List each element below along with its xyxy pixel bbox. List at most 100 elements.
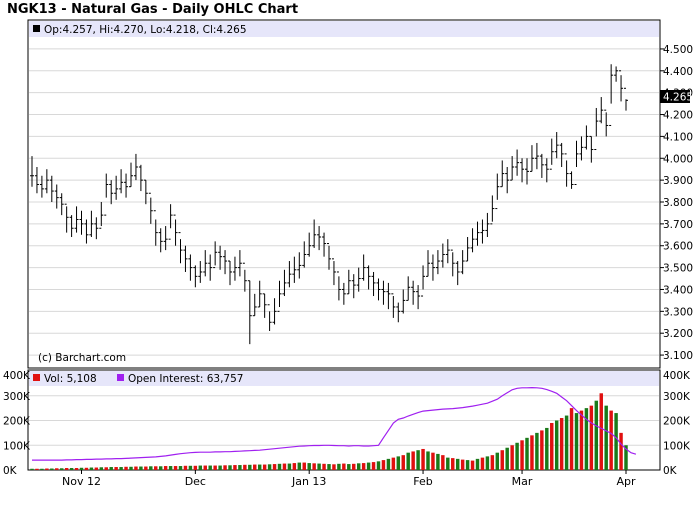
vol-legend-swatch [33,374,40,381]
ohlc-bar [297,252,302,279]
ohlc-bar [470,228,475,253]
ohlc-bar [589,135,594,163]
volume-bar [233,465,237,470]
ohlc-bar [223,250,228,275]
ohlc-bar [391,293,396,318]
volume-bar [277,463,282,470]
ohlc-bar [614,66,619,82]
volume-bar [322,463,326,470]
ohlc-bar [114,175,119,200]
volume-bar [94,467,99,470]
ohlc-bar [619,70,624,102]
volume-bar [144,466,148,470]
ohlc-bar [341,282,346,305]
ohlc-bar [396,302,401,323]
volume-bar [406,452,410,470]
ohlc-bar [74,206,79,233]
ohlc-bar [426,250,430,277]
ohlc-bar [520,158,525,183]
ohlc-bar [59,193,64,216]
volume-bar [317,463,321,470]
ohlc-bar [99,202,104,229]
ohlc-bar [475,221,480,246]
ohlc-bar [406,276,411,301]
ohlc-bar [158,228,163,253]
ohlc-bar [416,285,421,310]
ohlc-bar [445,239,450,264]
price-legend-swatch [33,25,40,32]
ohlc-bar [129,162,133,188]
volume-bar [243,464,247,470]
ohlc-bar [198,261,203,283]
volume-bar [401,455,405,470]
ohlc-bar [124,173,129,198]
ohlc-bar [64,203,69,233]
last-price-box [660,90,690,103]
ohlc-bar [490,195,495,225]
ohlc-bar [69,215,74,237]
volume-bar [386,458,391,470]
volume-bar [594,400,599,470]
volume-bar [109,467,113,470]
volume-bar [104,467,108,470]
ohlc-bar [569,171,574,189]
volume-bar [213,465,217,470]
volume-bar [198,465,203,470]
volume-bar [371,462,376,470]
ohlc-bar [94,217,99,240]
volume-bar [436,453,440,470]
ohlc-bar [153,210,158,246]
ohlc-bar [381,280,386,305]
ohlc-bar [312,219,317,248]
volume-bar [149,466,153,470]
volume-bar [253,464,257,470]
volume-bar [579,410,584,470]
volume-bar [421,448,425,470]
volume-bar [158,466,163,470]
ohlc-bar [549,138,554,170]
price-tick-label: 3.900 [663,175,693,187]
price-info-band [29,21,659,37]
volume-tick-label-right: 100K [663,440,691,452]
ohlc-bar [188,254,193,281]
volume-bar [257,464,262,470]
volume-bar [446,457,450,470]
ohlc-bar [604,109,609,137]
volume-bar [431,452,435,470]
ohlc-bar [49,175,54,202]
volume-bar [55,468,59,470]
ohlc-bar [282,269,287,297]
ohlc-bar [564,153,569,187]
price-tick-label: 3.100 [663,350,693,362]
volume-bar [114,467,118,470]
ohlc-bar [148,192,153,224]
ohlc-bar [534,142,539,170]
volume-bar [624,445,628,470]
volume-bar [154,466,158,470]
chart-title: NGK13 - Natural Gas - Daily OHLC Chart [7,2,299,17]
watermark: (c) Barchart.com [38,352,126,364]
volume-bar [134,466,138,470]
volume-bar [416,450,420,470]
x-axis: Nov 12 Dec Jan 13 Feb Mar Apr [62,470,636,488]
ohlc-bar [525,158,529,185]
price-tick-label: 3.200 [663,328,693,340]
ohlc-bar [104,173,109,216]
ohlc-bar [485,212,490,237]
ohlc-bar [163,226,168,251]
volume-bars [30,393,628,470]
oi-legend-swatch [117,374,124,381]
volume-bar [297,462,302,470]
ohlc-bar [133,153,138,181]
volume-bar [183,465,188,470]
ohlc-bar [257,280,262,308]
ohlc-bar [178,232,183,264]
volume-bar [451,458,455,470]
open-interest-line [32,386,637,461]
price-tick-label: 3.400 [663,284,693,296]
ohlc-bar [30,156,34,187]
ohlc-bar [327,243,331,270]
volume-bar [119,467,123,470]
ohlc-bar [307,232,312,257]
